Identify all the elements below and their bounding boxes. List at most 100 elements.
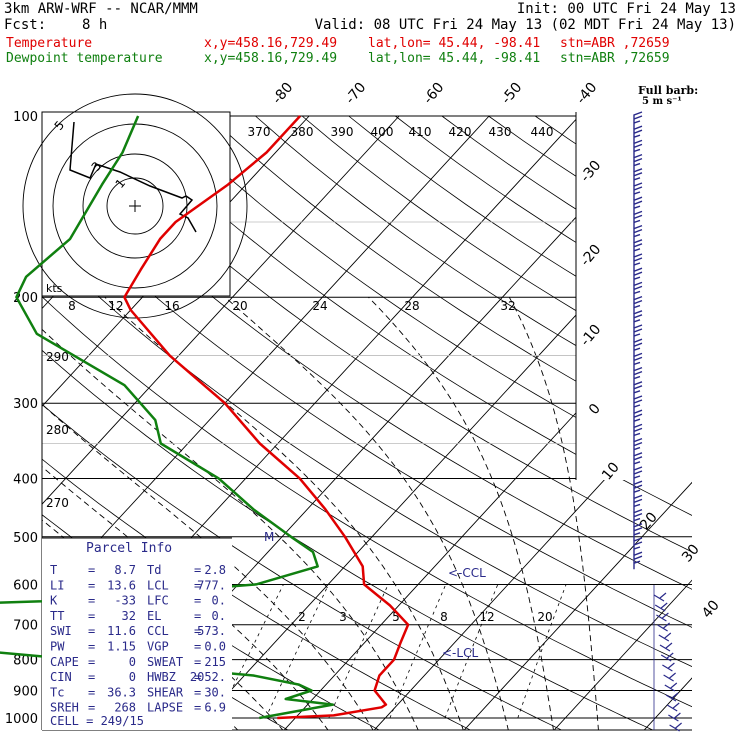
parcel-value-lfc: 0.	[212, 594, 226, 608]
mixing-ratio-label-3: 3	[339, 610, 347, 624]
moist-adiabat	[508, 296, 571, 480]
dry-adiabat	[208, 115, 576, 382]
init-time: Init: 00 UTC Fri 24 May 13	[516, 1, 736, 17]
wind-barb	[633, 480, 643, 499]
wind-barb	[633, 381, 643, 399]
parcel-value-tt: 32	[122, 609, 136, 623]
dry-adiabat	[582, 116, 740, 731]
isotherm-label--10: -10	[577, 322, 604, 350]
dry-adiabat	[42, 137, 486, 480]
parcel-label-ccl: CCL	[147, 624, 169, 638]
moist-adiabat	[492, 480, 554, 730]
speed-tick-12: 12	[108, 299, 123, 313]
parcel-value-pw: 1.15	[107, 640, 136, 654]
mixing-ratio-label-20: 20	[537, 610, 552, 624]
wind-barb-stroke	[633, 153, 643, 172]
wind-barb	[633, 210, 643, 229]
wind-barb-stroke	[633, 196, 643, 215]
isotherm-label--80: -80	[269, 80, 296, 108]
speed-tick-24: 24	[312, 299, 327, 313]
speed-tick-32: 32	[500, 299, 515, 313]
theta-e-label-400: 400	[371, 125, 394, 139]
parcel-eq: =	[88, 594, 95, 608]
speed-tick-8: 8	[68, 299, 76, 313]
parcel-eq: =	[88, 655, 95, 669]
wind-barb-low	[660, 652, 674, 662]
theta-e-label-390: 390	[331, 125, 354, 139]
wind-barb-stroke	[633, 324, 643, 342]
wind-barb-stroke	[633, 381, 643, 399]
parcel-label-sreh: SREH	[50, 701, 79, 715]
wind-barb	[633, 508, 643, 527]
isotherm	[463, 481, 692, 730]
temperature-legend-latlon: lat,lon= 45.44, -98.41	[368, 36, 541, 51]
parcel-info-title: Parcel Info	[86, 541, 172, 556]
profiles	[0, 115, 410, 720]
wind-barb	[633, 494, 643, 513]
isotherm	[374, 116, 740, 731]
parcel-label-lapse: LAPSE	[147, 701, 183, 715]
parcel-eq: =	[194, 640, 201, 654]
parcel-eq: =	[194, 624, 201, 638]
wind-barb	[633, 295, 643, 314]
pressure-label-100: 100	[13, 110, 38, 125]
pressure-label-300: 300	[13, 397, 38, 412]
wind-barb	[633, 182, 643, 200]
wind-barb-stroke	[633, 437, 643, 456]
isotherm	[333, 216, 576, 480]
theta-e-label-430: 430	[489, 125, 512, 139]
wind-barb-stroke	[633, 295, 643, 314]
wind-barb	[633, 452, 643, 470]
parcel-value-cape: 0	[129, 655, 136, 669]
wind-barb-stroke	[633, 239, 643, 257]
wind-barb-low	[669, 722, 682, 732]
wind-barb-stroke	[633, 111, 643, 129]
isotherm	[734, 116, 740, 731]
parcel-eq: =	[194, 594, 201, 608]
parcel-label-tc: Tc	[50, 685, 64, 699]
parcel-label-shear: SHEAR	[147, 685, 184, 699]
parcel-label-cin: CIN	[50, 670, 72, 684]
isotherm	[373, 480, 605, 730]
wind-barb-low	[658, 632, 672, 642]
parcel-value-ccl: 573.	[197, 624, 226, 638]
wind-barb-stroke	[633, 551, 643, 570]
wind-barb	[633, 423, 643, 442]
isotherm	[643, 677, 692, 730]
isotherm	[644, 116, 740, 731]
temperature-legend-label: Temperature	[6, 36, 93, 51]
dry-adiabat	[345, 480, 692, 668]
lcl-marker: <-LCL	[442, 646, 478, 660]
parcel-eq: =	[88, 685, 95, 699]
dry-adiabat	[395, 115, 576, 243]
parcel-value-vgp: 0.0	[204, 640, 226, 654]
wind-barb-stroke	[633, 452, 643, 470]
wind-barb	[633, 551, 643, 570]
isotherm	[193, 480, 425, 730]
isotherm	[283, 480, 515, 730]
dry-adiabat	[483, 480, 692, 590]
parcel-cell: CELL = 249/15	[50, 714, 144, 728]
parcel-eq: =	[194, 685, 201, 699]
model-title: 3km ARW-WRF -- NCAR/MMM	[4, 1, 198, 17]
pressure-label-600: 600	[13, 578, 38, 593]
wind-barb	[633, 338, 643, 357]
wind-barb-stroke	[633, 267, 643, 286]
dry-adiabat	[115, 115, 576, 455]
parcel-value-li: 13.6	[107, 578, 136, 592]
temperature-legend-xy: x,y=458.16,729.49	[204, 36, 338, 51]
parcel-value-cin: 0	[129, 670, 136, 684]
hodograph-units: kts	[46, 282, 63, 295]
wind-barb	[633, 437, 643, 456]
dewpoint-legend-latlon: lat,lon= 45.44, -98.41	[368, 51, 541, 66]
dry-adiabat	[42, 349, 208, 480]
parcel-eq: =	[88, 578, 95, 592]
isotherm	[63, 115, 400, 480]
forecast-hour: 8 h	[82, 17, 108, 33]
full-barb-label: Full barb:	[638, 84, 698, 97]
moist-adiabat	[42, 328, 217, 480]
wind-barbs	[633, 111, 682, 732]
speed-tick-16: 16	[164, 299, 179, 313]
